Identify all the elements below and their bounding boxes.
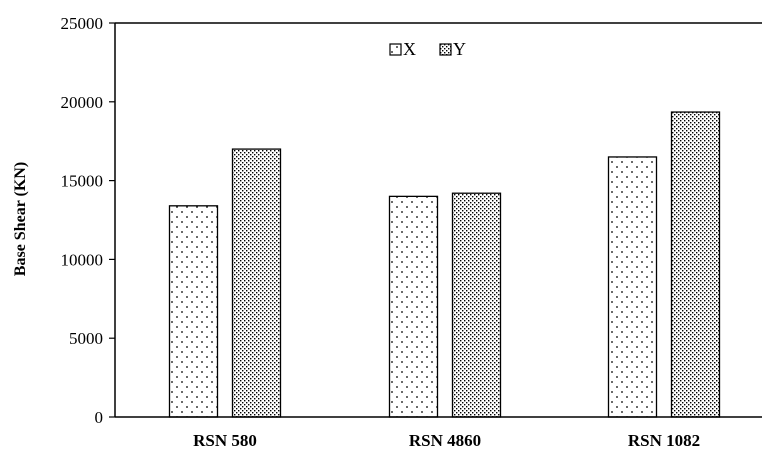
y-axis: 0 5000 10000 15000 20000 25000 <box>61 14 762 427</box>
y-tick-label: 15000 <box>61 172 104 191</box>
y-tick-label: 5000 <box>69 329 103 348</box>
x-axis: RSN 580 RSN 4860 RSN 1082 <box>115 416 762 450</box>
y-axis-label: Base Shear (KN) <box>12 162 29 276</box>
bar-x-rsn-1082 <box>607 156 658 418</box>
y-tick-label: 10000 <box>61 250 104 269</box>
bar-x-rsn-580 <box>168 205 219 418</box>
y-tick-label: 0 <box>95 408 104 427</box>
legend-swatch <box>389 43 402 56</box>
y-tick-label: 20000 <box>61 93 104 112</box>
legend-swatch <box>439 43 452 56</box>
bar-x-rsn-4860 <box>388 195 439 418</box>
bar-y-rsn-580 <box>231 148 282 418</box>
bar-y-rsn-1082 <box>670 111 721 418</box>
x-tick-label: RSN 1082 <box>628 431 700 450</box>
bars <box>168 111 721 418</box>
legend-label: X <box>403 39 416 59</box>
y-tick-label: 25000 <box>61 14 104 33</box>
bar-y-rsn-4860 <box>451 192 502 418</box>
x-tick-label: RSN 4860 <box>409 431 481 450</box>
x-tick-label: RSN 580 <box>193 431 257 450</box>
legend-label: Y <box>453 39 466 59</box>
